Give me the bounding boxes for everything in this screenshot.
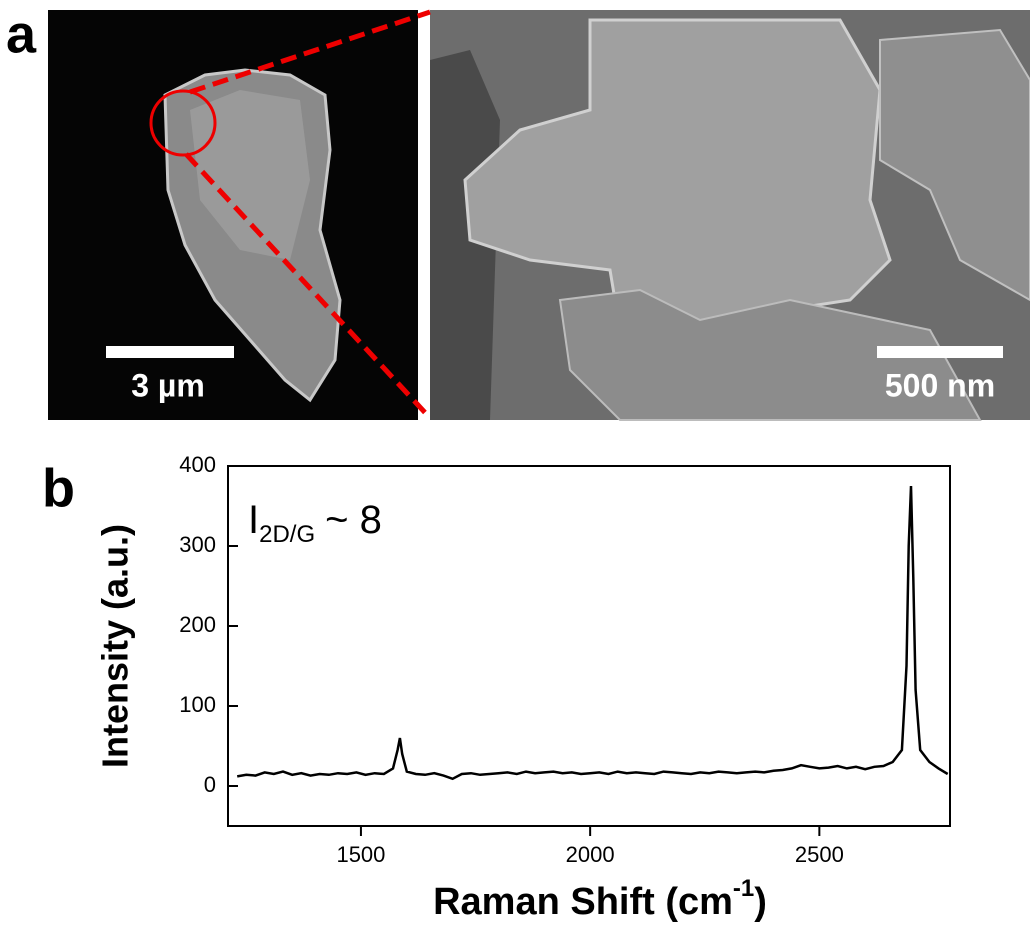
- scale-bar: [106, 346, 234, 358]
- y-tick-label: 200: [179, 612, 216, 637]
- y-tick-label: 0: [204, 772, 216, 797]
- rough-region: [430, 50, 500, 420]
- y-tick-label: 100: [179, 692, 216, 717]
- plot-frame: [227, 465, 951, 827]
- panel-label: a: [6, 4, 37, 64]
- zoom-line: [189, 9, 431, 95]
- spectrum-line: [236, 485, 949, 781]
- annotation-sub: 2D/G: [259, 521, 315, 548]
- y-tick-label: 300: [179, 532, 216, 557]
- flake-bottom: [558, 288, 982, 421]
- flake-texture: [190, 90, 310, 260]
- x-tick-label: 2500: [795, 842, 844, 867]
- x-tick-label: 2000: [566, 842, 615, 867]
- y-axis-label: Intensity (a.u.): [95, 524, 136, 768]
- scale-bar: [877, 346, 1003, 358]
- x-axis-label: Raman Shift (cm-1): [433, 875, 767, 923]
- zoom-circle: [149, 89, 217, 157]
- scale-label: 500 nm: [885, 367, 995, 403]
- x-label-main: Raman Shift (cm: [433, 881, 733, 923]
- x-tick-label: 1500: [336, 842, 385, 867]
- flake-right: [879, 28, 1030, 302]
- y-tick-label: 400: [179, 452, 216, 477]
- annotation-main: I: [248, 498, 259, 542]
- separator: [418, 10, 430, 420]
- x-label-sup: -1: [733, 875, 754, 902]
- annotation-rest: ~ 8: [325, 498, 382, 542]
- zoom-line: [184, 152, 432, 420]
- panel-label: b: [42, 458, 75, 518]
- x-label-end: ): [754, 881, 767, 923]
- scale-label: 3 µm: [131, 367, 205, 403]
- annotation: I2D/G ~ 8: [248, 498, 382, 549]
